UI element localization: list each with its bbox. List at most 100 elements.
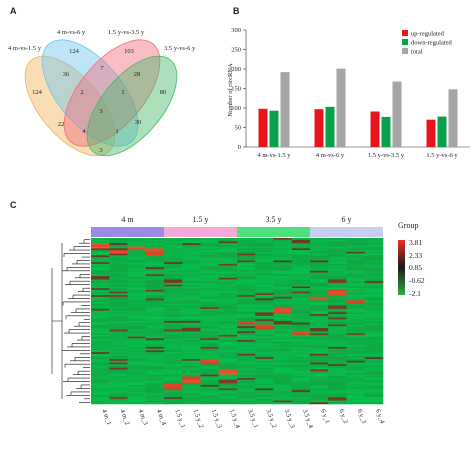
heat-cell <box>218 393 238 396</box>
heat-cell <box>109 298 128 301</box>
heat-cell <box>145 341 165 344</box>
heat-cell <box>218 383 238 386</box>
heat-cell <box>109 379 128 382</box>
heat-cell <box>182 400 201 403</box>
heat-cell <box>182 343 201 346</box>
heat-cell <box>218 277 238 280</box>
heat-cell <box>291 279 311 282</box>
heat-cell <box>255 295 274 298</box>
heat-cell <box>237 390 256 393</box>
heat-cell <box>255 345 274 348</box>
heat-cell <box>364 284 384 287</box>
heat-cell <box>145 359 165 362</box>
heat-cell <box>91 357 110 360</box>
heat-cell <box>218 276 238 279</box>
heat-cell <box>255 279 274 282</box>
heat-cell <box>364 315 384 318</box>
heat-cell <box>273 384 293 388</box>
bar-y-tick-label: 150 <box>231 86 241 93</box>
legend-swatch-up-regulated <box>402 30 408 36</box>
heat-cell <box>164 276 183 279</box>
heat-cell <box>273 360 293 363</box>
heat-cell <box>237 315 256 318</box>
heat-cell <box>91 381 110 384</box>
heat-cell <box>218 262 238 265</box>
heat-cell <box>109 295 128 298</box>
heat-cell <box>91 371 110 374</box>
heat-cell <box>364 352 384 355</box>
heat-cell <box>91 362 110 365</box>
heat-cell <box>310 286 329 289</box>
heat-cell <box>109 303 128 306</box>
heat-cell <box>291 296 311 299</box>
heat-cell <box>328 243 347 246</box>
heat-cell <box>310 301 329 305</box>
heat-cell <box>364 319 384 322</box>
heat-cell <box>255 291 274 294</box>
heat-cell <box>182 331 201 334</box>
heat-cell <box>218 345 238 348</box>
heat-cell <box>273 319 293 322</box>
heat-cell <box>346 293 366 296</box>
heat-cell <box>364 263 384 266</box>
heat-cell <box>109 334 128 337</box>
heat-cell <box>145 393 165 396</box>
heat-cell <box>218 371 238 374</box>
heat-cell <box>273 357 293 360</box>
heat-cell <box>127 300 147 303</box>
heat-cell <box>328 346 347 349</box>
heat-cell <box>310 267 329 270</box>
heat-cell <box>273 327 293 330</box>
heat-cell <box>237 326 256 329</box>
heat-cell <box>310 329 329 332</box>
heat-cell <box>127 341 147 344</box>
heat-cell <box>200 372 220 375</box>
heat-cell <box>237 321 256 324</box>
heat-cell <box>310 397 329 400</box>
heat-cell <box>200 362 220 365</box>
heat-cell <box>218 272 238 275</box>
heat-cell <box>310 308 329 311</box>
heat-cell <box>364 327 384 330</box>
heat-cell <box>364 345 384 348</box>
heat-cell <box>200 307 220 310</box>
heat-cell <box>218 279 238 282</box>
heat-cell <box>164 388 183 391</box>
heat-cell <box>145 282 165 285</box>
heat-cell <box>164 250 183 253</box>
heat-cell <box>182 329 201 332</box>
heat-cell <box>145 301 165 305</box>
heat-cell <box>255 327 274 330</box>
heat-cell <box>364 286 384 289</box>
heat-cell <box>310 250 329 253</box>
heat-cell <box>182 369 201 372</box>
heat-cell <box>127 238 147 241</box>
heat-cell <box>182 393 201 396</box>
heat-cell <box>346 383 366 386</box>
heat-cell <box>145 262 165 265</box>
heat-cell <box>237 319 256 322</box>
heat-cell <box>346 300 366 303</box>
heat-cell <box>164 314 183 317</box>
heat-cell <box>91 291 110 294</box>
heat-cell <box>145 369 165 372</box>
heat-cell <box>291 315 311 318</box>
heat-cell <box>328 300 347 303</box>
heat-cell <box>291 265 311 268</box>
heat-cell <box>273 386 293 389</box>
heat-cell <box>328 315 347 318</box>
heat-cell <box>127 398 147 401</box>
heat-cell <box>328 365 347 368</box>
heat-cell <box>310 274 329 277</box>
heat-cell <box>200 272 220 275</box>
heat-cell <box>328 303 347 306</box>
heat-cell <box>182 334 201 337</box>
heat-cell <box>91 334 110 337</box>
heat-cell <box>145 383 165 386</box>
heat-cell <box>364 258 384 261</box>
heat-cell <box>255 300 274 303</box>
heat-cell <box>255 260 274 263</box>
heat-cell <box>328 291 347 294</box>
heat-cell <box>164 258 183 261</box>
heat-cell <box>273 362 293 365</box>
